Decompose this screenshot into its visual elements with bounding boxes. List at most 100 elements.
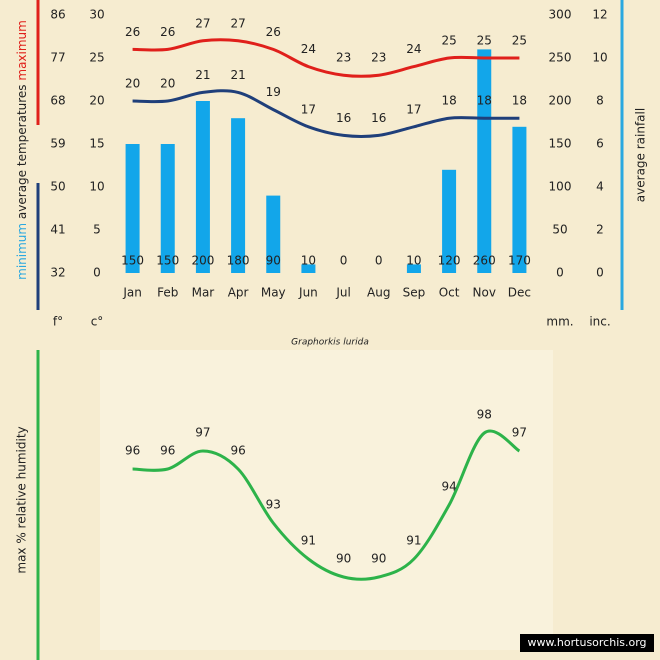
tick-label: 50 xyxy=(552,223,567,237)
bar xyxy=(125,144,140,273)
x-tick-label: Jul xyxy=(335,286,350,300)
tick-label: 8 xyxy=(596,94,604,108)
tick-label: 0 xyxy=(93,266,101,280)
value-label: 19 xyxy=(266,85,281,99)
tick-label: 77 xyxy=(50,51,65,65)
tick-label: 32 xyxy=(50,266,65,280)
tick-label: 10 xyxy=(89,180,104,194)
humidity-panel xyxy=(100,350,553,650)
value-label: 180 xyxy=(227,254,250,268)
minimum-label: minimum xyxy=(15,223,29,280)
x-tick-label: Nov xyxy=(473,286,496,300)
unit-in: inc. xyxy=(589,315,610,329)
watermark: www.hortusorchis.org xyxy=(527,636,646,649)
value-label: 120 xyxy=(438,254,461,268)
x-tick-label: Apr xyxy=(228,286,249,300)
bar xyxy=(477,49,492,274)
value-label: 96 xyxy=(125,444,140,458)
tick-label: 86 xyxy=(50,8,65,22)
bar xyxy=(301,264,316,273)
tick-label: 100 xyxy=(549,180,572,194)
value-label: 26 xyxy=(125,25,140,39)
x-tick-label: Mar xyxy=(192,286,215,300)
value-label: 21 xyxy=(230,68,245,82)
bar xyxy=(442,169,457,273)
bar xyxy=(512,126,527,273)
value-label: 90 xyxy=(336,552,351,566)
value-label: 24 xyxy=(301,42,316,56)
value-label: 26 xyxy=(266,25,281,39)
y-label: average temperatures xyxy=(15,84,29,219)
tick-label: 30 xyxy=(89,8,104,22)
value-label: 90 xyxy=(266,254,281,268)
tick-label: 59 xyxy=(50,137,65,151)
tick-label: 25 xyxy=(89,51,104,65)
value-label: 98 xyxy=(477,408,492,422)
x-tick-label: Jun xyxy=(298,286,318,300)
watermark-box xyxy=(520,634,654,652)
value-label: 16 xyxy=(336,111,351,125)
x-tick-label: May xyxy=(261,286,286,300)
x-tick-label: Oct xyxy=(439,286,460,300)
value-label: 94 xyxy=(441,480,456,494)
value-label: 260 xyxy=(473,254,496,268)
tick-label: 5 xyxy=(93,223,101,237)
tick-label: 250 xyxy=(549,51,572,65)
tick-label: 20 xyxy=(89,94,104,108)
value-label: 97 xyxy=(195,426,210,440)
tick-label: 150 xyxy=(549,137,572,151)
value-label: 91 xyxy=(406,534,421,548)
x-tick-label: Dec xyxy=(508,286,531,300)
unit-c: c° xyxy=(91,315,104,329)
tick-label: 300 xyxy=(549,8,572,22)
value-label: 93 xyxy=(266,498,281,512)
value-label: 27 xyxy=(230,16,245,30)
x-tick-label: Sep xyxy=(403,286,426,300)
value-label: 27 xyxy=(195,16,210,30)
tick-label: 41 xyxy=(50,223,65,237)
temperature-axis-label: minimum average temperatures maximum xyxy=(15,20,29,280)
value-label: 25 xyxy=(441,34,456,48)
value-label: 25 xyxy=(512,34,527,48)
tick-label: 15 xyxy=(89,137,104,151)
value-label: 10 xyxy=(406,254,421,268)
value-label: 18 xyxy=(441,94,456,108)
bar xyxy=(195,101,210,273)
value-label: 16 xyxy=(371,111,386,125)
value-label: 0 xyxy=(375,254,383,268)
value-label: 10 xyxy=(301,254,316,268)
value-label: 170 xyxy=(508,254,531,268)
value-label: 150 xyxy=(121,254,144,268)
humidity-label: max % relative humidity xyxy=(15,426,29,573)
tick-label: 200 xyxy=(549,94,572,108)
value-label: 96 xyxy=(160,444,175,458)
value-label: 23 xyxy=(371,51,386,65)
tick-label: 0 xyxy=(596,266,604,280)
tick-label: 4 xyxy=(596,180,604,194)
x-tick-label: Feb xyxy=(157,286,178,300)
tick-label: 12 xyxy=(592,8,607,22)
bar xyxy=(266,195,281,273)
value-label: 23 xyxy=(336,51,351,65)
tick-label: 10 xyxy=(592,51,607,65)
value-label: 18 xyxy=(477,94,492,108)
value-label: 91 xyxy=(301,534,316,548)
unit-f: f° xyxy=(53,315,63,329)
value-label: 200 xyxy=(191,254,214,268)
x-tick-label: Aug xyxy=(367,286,390,300)
value-label: 26 xyxy=(160,25,175,39)
bar xyxy=(231,118,246,273)
value-label: 20 xyxy=(125,77,140,91)
x-tick-label: Jan xyxy=(122,286,142,300)
value-label: 24 xyxy=(406,42,421,56)
bar xyxy=(160,144,175,273)
line xyxy=(132,89,520,138)
line xyxy=(132,429,521,581)
line xyxy=(132,38,520,78)
y2-label: average rainfall xyxy=(634,108,648,202)
value-label: 18 xyxy=(512,94,527,108)
value-label: 25 xyxy=(477,34,492,48)
tick-label: 68 xyxy=(50,94,65,108)
